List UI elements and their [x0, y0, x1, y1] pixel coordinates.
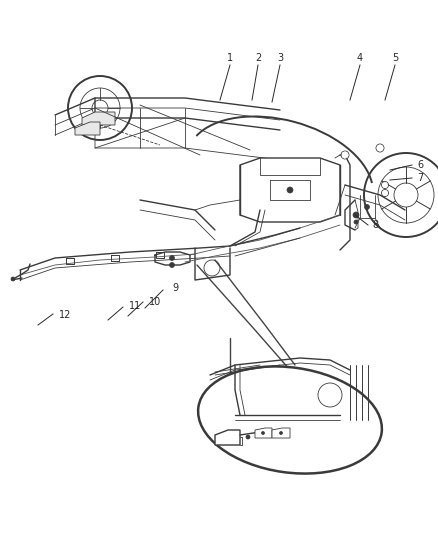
Circle shape — [364, 205, 370, 209]
Polygon shape — [215, 430, 240, 445]
Text: 9: 9 — [172, 283, 178, 293]
Circle shape — [287, 187, 293, 193]
Text: 6: 6 — [417, 160, 423, 170]
Text: 10: 10 — [149, 297, 161, 307]
Text: 11: 11 — [129, 301, 141, 311]
Circle shape — [377, 145, 383, 151]
Text: 2: 2 — [255, 53, 261, 63]
Text: 7: 7 — [417, 173, 423, 183]
Circle shape — [382, 182, 388, 188]
Circle shape — [246, 435, 250, 439]
Polygon shape — [240, 158, 340, 222]
Ellipse shape — [198, 367, 382, 473]
Polygon shape — [255, 428, 272, 438]
Text: 12: 12 — [59, 310, 71, 320]
Circle shape — [170, 255, 174, 261]
Polygon shape — [272, 428, 290, 438]
Circle shape — [354, 220, 358, 224]
Circle shape — [353, 212, 359, 218]
Circle shape — [11, 277, 15, 281]
Polygon shape — [75, 122, 100, 135]
Text: 1: 1 — [227, 53, 233, 63]
Text: 3: 3 — [277, 53, 283, 63]
Circle shape — [382, 190, 388, 196]
Circle shape — [170, 262, 174, 268]
Text: 5: 5 — [392, 53, 398, 63]
Circle shape — [261, 432, 265, 434]
Circle shape — [279, 432, 283, 434]
Text: 8: 8 — [372, 220, 378, 230]
Text: 4: 4 — [357, 53, 363, 63]
Circle shape — [342, 152, 348, 158]
Polygon shape — [82, 112, 115, 125]
